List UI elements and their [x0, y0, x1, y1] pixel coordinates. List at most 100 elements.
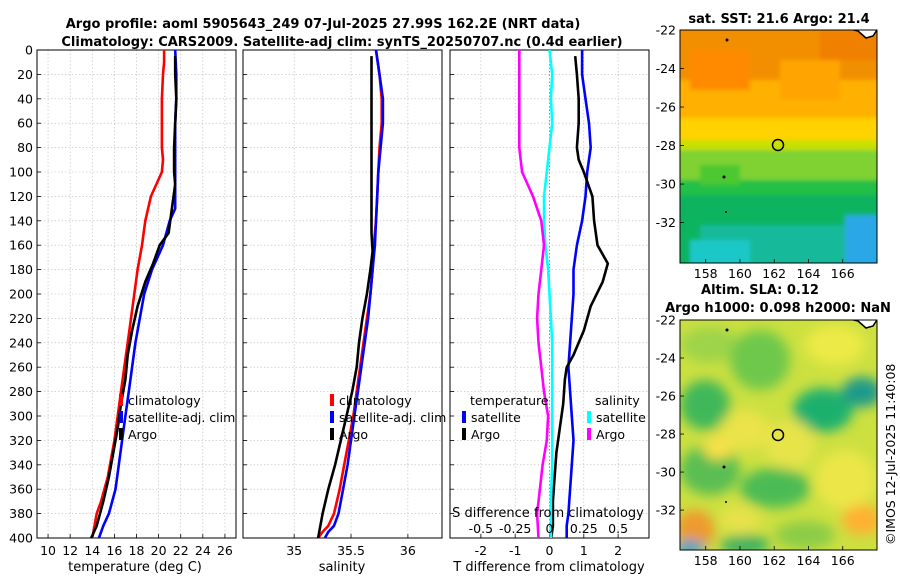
x-tick-label: 0: [546, 543, 554, 558]
sst-map-xticks: 158 160 162 164 166: [694, 259, 855, 281]
map-x-tick-label: 162: [762, 553, 786, 568]
y-tick-label: 280: [9, 384, 33, 399]
difference-xlabel: T difference from climatology: [452, 560, 645, 575]
series-line-argo: [90, 56, 178, 539]
series-line-argo: [316, 56, 374, 539]
difference-panel: -2 -1 0 1 2 T difference from climatology S …: [449, 49, 650, 575]
y-tick-label: 360: [9, 482, 33, 497]
x-tick-label: -1: [509, 543, 521, 558]
series-line-t-argo: [549, 55, 610, 539]
map-y-tick-label: -28: [656, 427, 676, 442]
y-tick-label: 40: [17, 91, 33, 106]
y-tick-label: 0: [25, 43, 33, 58]
map-y-tick-label: -26: [656, 100, 676, 115]
map-x-tick-label: 166: [831, 266, 855, 281]
map-y-tick-label: -22: [656, 23, 676, 38]
temperature-panel: 0 20 40 60 80 100 120 140 160 180 200 220 240 260 280 3…: [9, 43, 237, 575]
legend-temperature-heading: temperature: [470, 393, 549, 408]
map-x-tick-label: 162: [762, 266, 786, 281]
legend-s-argo: Argo: [596, 427, 625, 442]
x-tick-label: 35: [286, 543, 302, 558]
legend-argo-swatch: [119, 428, 123, 440]
sst-map-yticks: -22 -24 -26 -28 -30 -32: [656, 23, 684, 230]
salinity-axes-frame: [242, 49, 443, 539]
map-y-tick-label: -30: [656, 177, 676, 192]
figure-title-line1: Argo profile: aoml 5905643_249 07-Jul-20…: [66, 17, 581, 32]
sst-heatmap: [680, 30, 877, 263]
sla-map-title-line2: Argo h1000: 0.098 h2000: NaN: [665, 301, 891, 316]
sst-map-frame: [679, 29, 878, 264]
x-tick-label: 2: [614, 543, 622, 558]
map-y-tick-label: -30: [656, 465, 676, 480]
sal-legend-argo: Argo: [339, 427, 368, 442]
sla-map-frame: [679, 319, 878, 551]
legend-climatology-swatch: [119, 394, 123, 406]
x-tick-label: 1: [580, 543, 588, 558]
y-tick-label: 140: [9, 213, 33, 228]
y-tick-label: 80: [17, 140, 33, 155]
series-line-climatology: [91, 50, 166, 539]
sal-legend-argo-swatch: [330, 428, 334, 440]
sst-argo-marker: [771, 138, 785, 152]
legend-t-argo: Argo: [471, 427, 500, 442]
x-tick-label: 18: [129, 543, 145, 558]
map-y-tick-label: -24: [656, 61, 676, 76]
y-tick-label: 180: [9, 262, 33, 277]
x-tick-label: 24: [195, 543, 211, 558]
sal-legend-climatology-swatch: [330, 394, 334, 406]
x-tick-label: 14: [84, 543, 100, 558]
y-tick-label: 100: [9, 165, 33, 180]
x-tick-label: 35.5: [337, 543, 365, 558]
y-tick-label: 320: [9, 433, 33, 448]
legend-argo: Argo: [128, 427, 157, 442]
sla-map-yticks: -22 -24 -26 -28 -30 -32: [656, 313, 684, 518]
map-x-tick-label: 164: [797, 266, 821, 281]
map-x-tick-label: 166: [831, 553, 855, 568]
legend-salinity-heading: salinity: [595, 393, 640, 408]
map-y-tick-label: -28: [656, 138, 676, 153]
sla-map-xticks: 158 160 162 164 166: [694, 546, 855, 568]
x-tick-label: 10: [40, 543, 56, 558]
diff-legend-t-satellite-swatch: [462, 411, 466, 423]
map-y-tick-label: -32: [656, 503, 676, 518]
diff-legend-t-argo-swatch: [462, 428, 466, 440]
salinity-xlabel: salinity: [319, 560, 366, 575]
map-x-tick-label: 158: [694, 266, 718, 281]
salinity-legend: climatology satellite-adj. clim Argo: [330, 393, 446, 442]
sal-legend-climatology: climatology: [339, 393, 412, 408]
map-y-tick-label: -26: [656, 389, 676, 404]
salinity-x-tick-label: 0: [546, 521, 554, 536]
sla-heatmap: [680, 320, 877, 550]
sla-map-title-line1: Altim. SLA: 0.12: [701, 283, 819, 298]
y-tick-label: 260: [9, 360, 33, 375]
y-tick-label: 20: [17, 67, 33, 82]
salinity-panel: 35 35.5 36 salinity climatology satellite-…: [242, 49, 446, 575]
diff-legend-s-argo-swatch: [587, 428, 591, 440]
legend-climatology: climatology: [128, 393, 201, 408]
y-tick-label: 340: [9, 457, 33, 472]
diff-legend-s-satellite-swatch: [587, 411, 591, 423]
y-tick-label: 300: [9, 409, 33, 424]
x-tick-label: 20: [151, 543, 167, 558]
x-tick-label: 22: [173, 543, 189, 558]
x-tick-label: 12: [62, 543, 78, 558]
y-tick-label: 60: [17, 116, 33, 131]
map-x-tick-label: 164: [797, 553, 821, 568]
y-tick-label: 120: [9, 189, 33, 204]
y-tick-label: 220: [9, 311, 33, 326]
series-line-t-satellite: [565, 50, 593, 538]
sla-argo-marker: [771, 428, 785, 442]
salinity-x-tick-label: 0.5: [608, 521, 628, 536]
series-line-s-argo: [517, 50, 550, 539]
temperature-legend: climatology satellite-adj. clim Argo: [119, 393, 235, 442]
y-tick-label: 240: [9, 335, 33, 350]
map-x-tick-label: 158: [694, 553, 718, 568]
series-line-s-satellite: [542, 49, 554, 538]
x-tick-label: 26: [217, 543, 233, 558]
temperature-axes-frame: [36, 49, 237, 539]
x-tick-label: -2: [475, 543, 487, 558]
temperature-xlabel: temperature (deg C): [68, 560, 202, 575]
map-y-tick-label: -24: [656, 351, 676, 366]
legend-satellite-adj: satellite-adj. clim: [128, 410, 235, 425]
